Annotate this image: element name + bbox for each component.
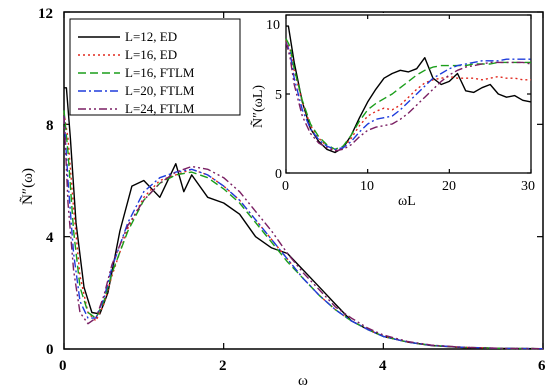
inset-y-tick-label-1: 5 <box>275 88 282 103</box>
main-x-tick-label-2: 4 <box>379 358 387 374</box>
main-x-tick-label-1: 2 <box>219 358 227 374</box>
legend-label-4: L=20, FTLM <box>125 83 195 98</box>
inset-x-tick-label-2: 20 <box>442 179 456 194</box>
inset-x-tick-label-0: 0 <box>282 179 289 194</box>
main-y-axis-label: Ñ″(ω) <box>20 168 36 205</box>
inset-series-line-5 <box>285 41 532 152</box>
main-y-tick-label-3: 12 <box>38 6 53 22</box>
inset-y-axis-label: Ñ″(ωL) <box>250 85 266 128</box>
inset-series-line-4 <box>285 41 531 151</box>
main-series-line-4 <box>63 115 544 350</box>
legend-label-1: L=12, ED <box>125 29 177 44</box>
legend-label-5: L=24, FTLM <box>125 101 195 116</box>
main-series-group <box>63 87 544 350</box>
inset-series-line-2 <box>285 40 531 152</box>
inset-series-line-1 <box>286 25 532 154</box>
legend: L=12, ED L=16, ED L=16, FTLM L=20, FTLM … <box>69 18 241 116</box>
inset-x-tick-label-1: 10 <box>360 179 374 194</box>
main-series-line-2 <box>63 112 544 350</box>
main-series-line-5 <box>63 115 544 350</box>
main-y-tick-label-2: 8 <box>46 118 54 134</box>
inset-x-tick-label-3: 30 <box>521 179 535 194</box>
legend-label-2: L=16, ED <box>125 47 177 62</box>
inset-x-axis-label: ωL <box>398 194 416 209</box>
inset-series-line-3 <box>285 38 531 151</box>
inset-y-tick-label-0: 0 <box>275 167 282 182</box>
main-x-tick-label-0: 0 <box>59 358 67 374</box>
inset-tick-labels: 0 5 10 0 10 20 30 <box>266 18 535 194</box>
main-series-line-3 <box>63 110 544 350</box>
inset-axis-ticks <box>285 14 532 174</box>
main-plot-frame <box>63 11 544 350</box>
main-y-tick-label-1: 4 <box>46 230 54 246</box>
legend-box <box>69 18 241 116</box>
main-tick-labels: 0 4 8 12 0 2 4 6 <box>38 6 546 374</box>
inset-background <box>258 13 533 175</box>
main-x-tick-label-3: 6 <box>538 358 546 374</box>
main-y-tick-label-0: 0 <box>46 342 54 358</box>
legend-label-3: L=16, FTLM <box>125 65 195 80</box>
inset-y-tick-label-2: 10 <box>266 18 280 33</box>
inset-series-group <box>285 25 532 154</box>
main-x-axis-label: ω <box>298 373 308 389</box>
